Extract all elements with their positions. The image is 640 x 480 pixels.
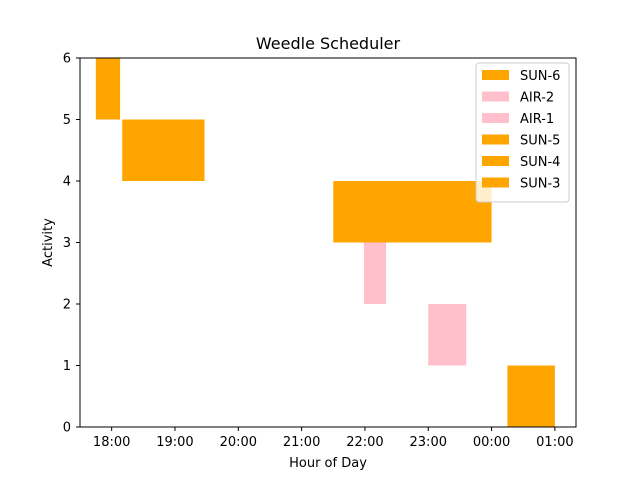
bar-air-2 — [363, 242, 387, 304]
y-tick-label: 5 — [63, 113, 71, 128]
y-tick-label: 2 — [63, 298, 71, 313]
legend-swatch — [482, 70, 509, 80]
legend-swatch — [482, 113, 509, 123]
bar-sun-5 — [122, 119, 205, 181]
legend-label: AIR-1 — [520, 112, 554, 127]
y-tick-label: 0 — [63, 421, 71, 436]
x-tick-label: 01:00 — [536, 435, 573, 450]
bar-air-1 — [428, 304, 467, 366]
bar-sun-3 — [507, 365, 555, 427]
legend-label: SUN-3 — [520, 177, 560, 192]
x-tick-label: 20:00 — [220, 435, 257, 450]
legend-label: AIR-2 — [520, 91, 554, 106]
x-tick-label: 18:00 — [93, 435, 130, 450]
x-axis: 18:00 19:00 20:00 21:00 22:00 23:00 00:00 01:00 — [93, 427, 574, 450]
y-tick-label: 4 — [63, 175, 71, 190]
x-tick-label: 22:00 — [346, 435, 383, 450]
x-tick-label: 23:00 — [410, 435, 447, 450]
legend-swatch — [482, 177, 509, 188]
x-tick-label: 00:00 — [473, 435, 510, 450]
bar-sun-6 — [95, 58, 121, 120]
legend-label: SUN-6 — [520, 69, 560, 84]
y-tick-label: 1 — [63, 359, 71, 374]
legend-swatch — [482, 156, 509, 166]
y-tick-label: 3 — [63, 236, 71, 251]
legend-label: SUN-4 — [520, 155, 560, 170]
legend-label: SUN-5 — [520, 134, 560, 149]
legend-swatch — [482, 91, 509, 102]
chart-title: Weedle Scheduler — [256, 34, 401, 53]
x-tick-label: 19:00 — [156, 435, 193, 450]
y-tick-label: 6 — [63, 52, 71, 67]
y-axis: 0 1 2 3 4 5 6 — [63, 52, 80, 436]
y-axis-label: Activity — [41, 218, 56, 267]
x-axis-label: Hour of Day — [289, 456, 367, 471]
bars-layer — [95, 58, 555, 427]
legend-swatch — [482, 134, 509, 145]
legend: SUN-6 AIR-2 AIR-1 SUN-5 SUN-4 SUN-3 — [475, 62, 570, 203]
x-tick-label: 21:00 — [283, 435, 320, 450]
bar-sun-4 — [333, 181, 492, 243]
